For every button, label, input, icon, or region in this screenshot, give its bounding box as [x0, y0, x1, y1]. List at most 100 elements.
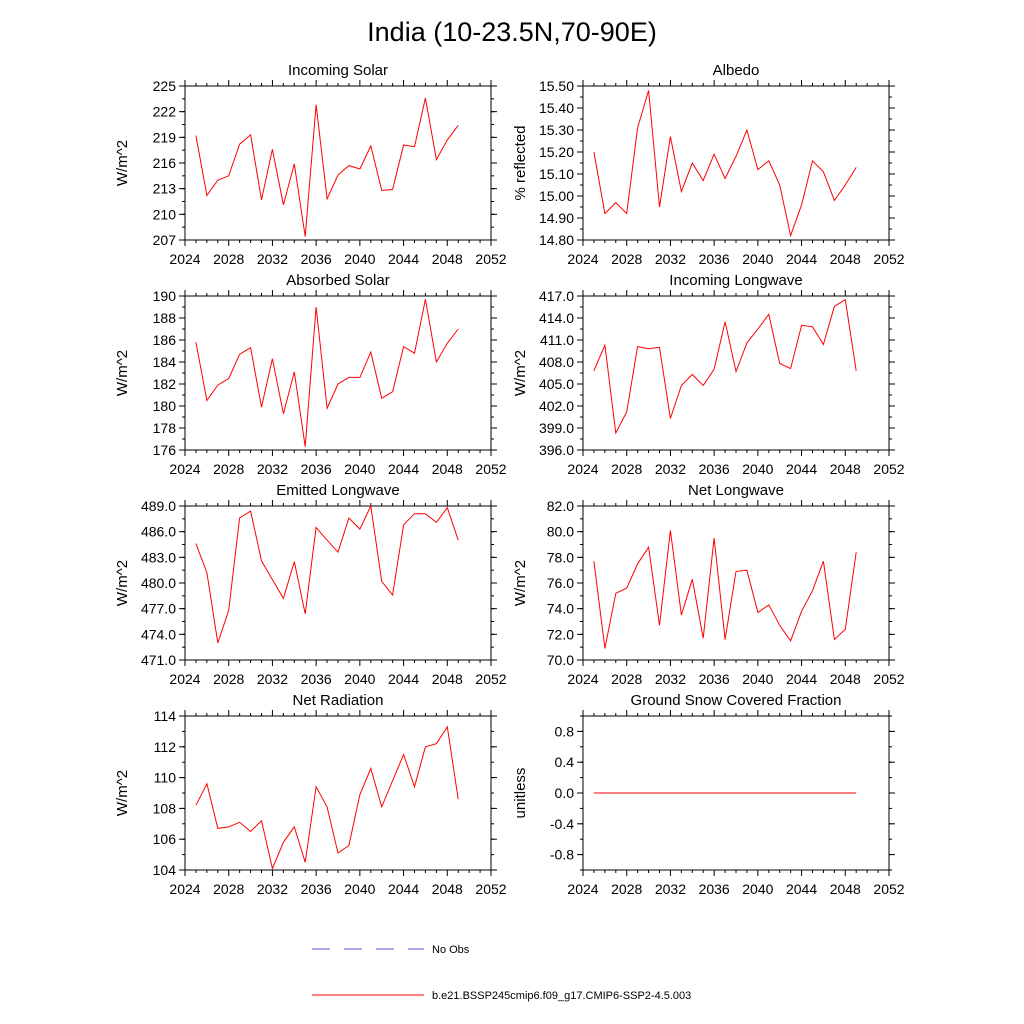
panel-title: Absorbed Solar — [286, 272, 389, 289]
chart-panel: Net Longwave 70.0 72.0 74.0 76.0 78.0 80.0 82.0… — [512, 482, 905, 687]
x-tick-label: 2052 — [873, 461, 904, 477]
y-tick-label: 176 — [153, 442, 177, 458]
legend-no-obs-label: No Obs — [432, 944, 470, 956]
y-tick-label: 180 — [153, 398, 177, 414]
y-tick-label: -0.8 — [550, 847, 574, 863]
plot-frame — [184, 85, 492, 241]
y-axis-label: % reflected — [512, 125, 529, 200]
y-tick-label: 14.90 — [539, 210, 574, 226]
y-axis-label: W/m^2 — [512, 350, 529, 396]
y-tick-label: 480.0 — [141, 575, 176, 591]
x-tick-label: 2052 — [873, 251, 904, 267]
x-tick-label: 2032 — [655, 461, 686, 477]
x-tick-label: 2036 — [301, 671, 332, 687]
chart-panel: Absorbed Solar 176 178 180 182 184 186 188 190 20… — [114, 272, 507, 477]
panel-title: Albedo — [713, 62, 760, 79]
x-tick-label: 2052 — [475, 461, 506, 477]
x-tick-label: 2028 — [611, 671, 642, 687]
y-tick-label: 182 — [153, 376, 177, 392]
x-tick-label: 2036 — [699, 671, 730, 687]
x-tick-label: 2032 — [257, 461, 288, 477]
x-tick-label: 2036 — [699, 251, 730, 267]
x-tick-label: 2032 — [655, 881, 686, 897]
y-tick-label: 15.20 — [539, 144, 574, 160]
y-tick-label: 106 — [153, 831, 177, 847]
plot-frame — [582, 295, 890, 451]
y-tick-label: 210 — [153, 206, 177, 222]
series-line — [195, 299, 459, 447]
y-tick-label: 222 — [153, 104, 177, 120]
panel-title: Emitted Longwave — [276, 482, 399, 499]
x-tick-label: 2052 — [475, 881, 506, 897]
x-tick-label: 2024 — [567, 461, 598, 477]
y-tick-label: 188 — [153, 310, 177, 326]
y-tick-label: 0.4 — [555, 754, 575, 770]
y-tick-label: 15.50 — [539, 78, 574, 94]
x-tick-label: 2036 — [301, 881, 332, 897]
x-tick-label: 2036 — [699, 881, 730, 897]
panel-title: Ground Snow Covered Fraction — [631, 692, 842, 709]
x-tick-label: 2040 — [742, 671, 773, 687]
x-tick-label: 2036 — [301, 251, 332, 267]
chart-panel: Incoming Solar 207 210 213 216 219 222 225 2024 2… — [114, 62, 507, 267]
x-tick-label: 2048 — [830, 671, 861, 687]
x-tick-label: 2040 — [344, 671, 375, 687]
x-tick-label: 2040 — [344, 881, 375, 897]
series-line — [593, 530, 857, 649]
panel-title: Incoming Solar — [288, 62, 388, 79]
y-tick-label: 408.0 — [539, 354, 574, 370]
x-tick-label: 2052 — [873, 881, 904, 897]
y-tick-label: 414.0 — [539, 310, 574, 326]
plot-frame — [184, 505, 492, 661]
y-tick-label: 76.0 — [547, 575, 574, 591]
series-line — [195, 504, 459, 644]
x-tick-label: 2032 — [257, 671, 288, 687]
x-tick-label: 2024 — [567, 671, 598, 687]
y-tick-label: 178 — [153, 420, 177, 436]
series-line — [593, 90, 857, 238]
y-tick-label: 399.0 — [539, 420, 574, 436]
x-tick-label: 2032 — [655, 251, 686, 267]
y-tick-label: 70.0 — [547, 652, 574, 668]
x-tick-label: 2028 — [611, 251, 642, 267]
y-axis-label: unitless — [512, 768, 529, 819]
y-tick-label: 0.8 — [555, 723, 575, 739]
x-tick-label: 2028 — [213, 881, 244, 897]
x-tick-label: 2052 — [873, 671, 904, 687]
x-tick-label: 2048 — [830, 881, 861, 897]
series-line — [593, 298, 857, 435]
y-tick-label: -0.4 — [550, 816, 574, 832]
x-tick-label: 2040 — [742, 881, 773, 897]
y-axis-label: W/m^2 — [114, 560, 131, 606]
y-tick-label: 104 — [153, 862, 177, 878]
y-tick-label: 486.0 — [141, 524, 176, 540]
y-tick-label: 483.0 — [141, 549, 176, 565]
y-tick-label: 207 — [153, 232, 177, 248]
y-tick-label: 405.0 — [539, 376, 574, 392]
x-tick-label: 2028 — [611, 461, 642, 477]
x-tick-label: 2048 — [830, 251, 861, 267]
y-tick-label: 78.0 — [547, 549, 574, 565]
x-tick-label: 2048 — [432, 251, 463, 267]
x-tick-label: 2044 — [786, 881, 817, 897]
y-tick-label: 108 — [153, 800, 177, 816]
plot-frame — [184, 715, 492, 871]
x-tick-label: 2048 — [830, 461, 861, 477]
panel-title: Net Radiation — [293, 692, 384, 709]
x-tick-label: 2036 — [699, 461, 730, 477]
y-tick-label: 186 — [153, 332, 177, 348]
y-tick-label: 396.0 — [539, 442, 574, 458]
legend: No Obs b.e21.BSSP245cmip6.f09_g17.CMIP6-… — [312, 944, 691, 1002]
y-tick-label: 190 — [153, 288, 177, 304]
y-tick-label: 74.0 — [547, 601, 574, 617]
y-tick-label: 82.0 — [547, 498, 574, 514]
y-tick-label: 474.0 — [141, 626, 176, 642]
y-tick-label: 112 — [154, 739, 177, 755]
y-tick-label: 471.0 — [141, 652, 176, 668]
series-line — [195, 725, 459, 871]
y-axis-label: W/m^2 — [114, 350, 131, 396]
y-tick-label: 216 — [153, 155, 177, 171]
y-tick-label: 15.10 — [539, 166, 574, 182]
y-tick-label: 489.0 — [141, 498, 176, 514]
